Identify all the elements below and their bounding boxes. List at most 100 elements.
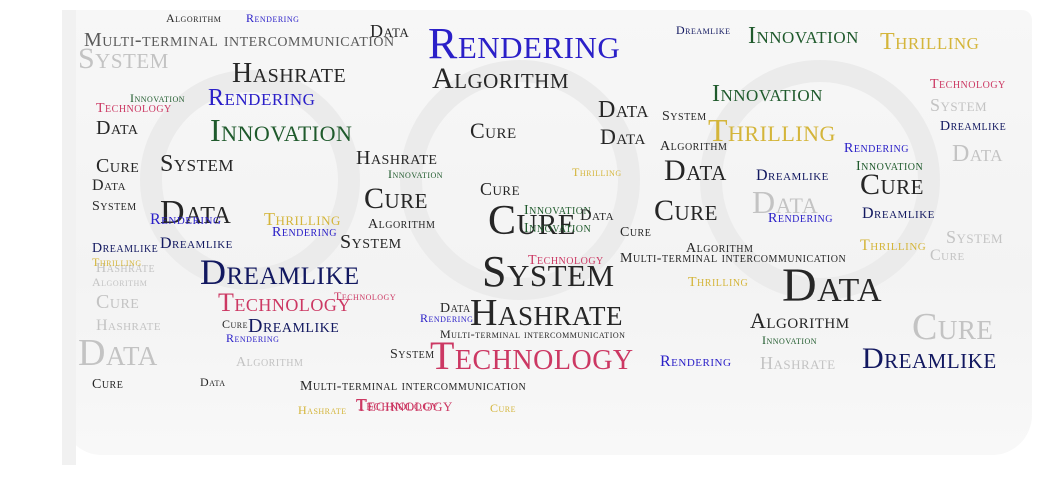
word-cure: Cure — [654, 194, 719, 227]
word-innovation: Innovation — [524, 203, 592, 218]
word-algorithm-small: Algorithm — [92, 275, 148, 289]
word-technology: Technology — [218, 288, 351, 317]
word-innovation-small: Innovation — [856, 159, 924, 174]
word-cure-small: Cure — [930, 247, 965, 264]
word-data-small: Data — [952, 141, 1004, 167]
word-algorithm: Algorithm — [750, 308, 850, 333]
word-system-small: System — [662, 109, 707, 124]
word-data: Data — [664, 154, 727, 187]
word-rendering-small: Rendering — [246, 11, 300, 25]
word-data: Data — [598, 97, 650, 123]
word-multi-terminal-intercommunication: Multi-terminal intercommunication — [440, 327, 626, 341]
word-algorithm-small: Algorithm — [166, 11, 222, 25]
word-dreamlike-large: Dreamlike — [200, 252, 360, 292]
word-rendering: Rendering — [768, 211, 833, 226]
word-data-small: Data — [92, 177, 127, 194]
word-rendering-small: Rendering — [226, 331, 280, 345]
word-dreamlike: Dreamlike — [248, 315, 340, 337]
word-hashrate: Hashrate — [232, 58, 347, 89]
word-hashrate-small: Hashrate — [298, 403, 347, 417]
word-hashrate-small: System — [92, 199, 137, 214]
word-system: System — [340, 231, 402, 253]
word-technology-small: Technology — [334, 289, 397, 303]
word-cure-small: Cure — [490, 401, 517, 415]
word-algorithm-small: Algorithm — [686, 241, 754, 256]
word-hashrate-small: Hashrate — [96, 261, 156, 276]
word-dreamlike: Dreamlike — [756, 167, 829, 184]
word-thrilling-small: Thrilling — [688, 275, 749, 290]
word-technology-small: Technology — [528, 253, 604, 268]
word-innovation-small: Innovation — [130, 91, 186, 105]
word-innovation-small: Innovation — [388, 167, 444, 181]
word-system: System — [160, 151, 234, 177]
word-algorithm-small: Algorithm — [660, 139, 728, 154]
word-system: System — [78, 42, 169, 75]
word-algorithm: Algorithm — [432, 62, 569, 95]
word-hashrate-gray: Hashrate — [760, 353, 836, 373]
word-technology-large: Technology — [430, 333, 634, 378]
word-multi-terminal-intercommunication: Multi-terminal intercommunication — [620, 251, 847, 266]
word-data-small: Data — [96, 117, 139, 139]
word-cure: Cure — [860, 168, 925, 201]
word-dreamlike-small: Dreamlike — [160, 235, 233, 252]
word-cure: Cure — [364, 182, 429, 215]
word-rendering-small: Rendering — [150, 211, 222, 228]
word-thrilling-small: Thrilling — [92, 255, 142, 269]
word-dreamlike-large: Dreamlike — [862, 342, 997, 375]
word-thrilling-small: Thrilling — [572, 165, 622, 179]
word-technology: Technology — [356, 395, 453, 415]
word-rendering-small: Rendering — [844, 141, 909, 156]
word-innovation-small: Innovation — [762, 333, 818, 347]
word-data-small: Data — [200, 375, 226, 389]
word-hashrate: Hashrate — [356, 147, 438, 169]
word-system-small: System — [930, 95, 988, 115]
word-cure-small: Cure — [96, 291, 140, 313]
word-rendering-small: Rendering — [420, 311, 474, 325]
word-technology-small: Technology — [356, 397, 440, 414]
word-system-small: System — [390, 347, 435, 362]
word-algorithm-small: Algorithm — [236, 355, 304, 370]
word-rendering: Rendering — [272, 225, 337, 240]
word-multi-terminal-intercommunication: Multi-terminal intercommunication — [84, 29, 395, 51]
word-data-small: Data — [370, 21, 410, 41]
word-cure-small: Cure — [96, 155, 140, 177]
word-thrilling: Thrilling — [264, 209, 341, 229]
word-data-large: Data — [782, 259, 883, 312]
word-thrilling: Thrilling — [880, 29, 980, 55]
word-cure-small: Cure — [480, 179, 521, 199]
word-thrilling-small: Thrilling — [860, 237, 927, 254]
flag-pole — [62, 10, 76, 465]
word-dreamlike-small: Dreamlike — [940, 119, 1007, 134]
word-system-large: System — [482, 247, 615, 296]
word-cure-small: Cure — [92, 377, 124, 392]
word-thrilling: Thrilling — [708, 112, 836, 148]
word-technology-small: Technology — [96, 101, 172, 116]
word-system-small: System — [946, 227, 1004, 247]
word-data: Data — [600, 124, 646, 149]
word-data: Data — [160, 194, 232, 231]
word-cure: Cure — [470, 118, 517, 143]
word-data-small: Data — [580, 207, 615, 224]
word-data-small: Data — [440, 301, 471, 316]
word-hashrate-small: Hashrate — [96, 317, 162, 334]
word-multi-terminal-intercommunication: Multi-terminal intercommunication — [300, 379, 527, 394]
word-dreamlike-small: Dreamlike — [676, 23, 731, 37]
word-algorithm: Algorithm — [368, 217, 436, 232]
word-innovation: Innovation — [748, 23, 859, 49]
word-cure-small: Cure — [222, 317, 249, 331]
word-cure-large: Cure — [488, 198, 577, 244]
word-innovation-large: Innovation — [210, 112, 353, 148]
word-rendering: Rendering — [660, 353, 732, 370]
word-innovation: Innovation — [712, 81, 823, 107]
word-dreamlike-small: Dreamlike — [92, 241, 159, 256]
word-technology-small: Technology — [930, 77, 1006, 92]
word-cure-small: Cure — [620, 225, 652, 240]
word-hashrate-large: Hashrate — [470, 292, 623, 334]
word-rendering-large: Rendering — [428, 19, 621, 68]
word-data: Data — [752, 184, 819, 220]
word-dreamlike: Dreamlike — [862, 205, 935, 222]
word-rendering: Rendering — [208, 85, 316, 111]
word-data-gray: Data — [78, 332, 158, 374]
word-innovation-small: Innovation — [524, 221, 592, 236]
